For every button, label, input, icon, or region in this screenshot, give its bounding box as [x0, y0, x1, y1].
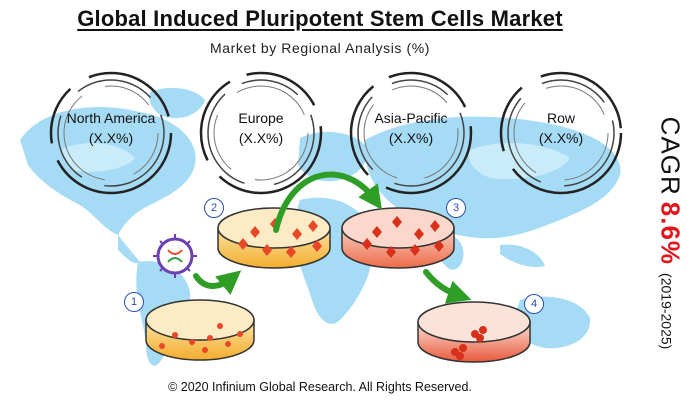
region-name: North America [66, 110, 156, 126]
step-badge-3: 3 [446, 198, 466, 218]
region-asia-pacific: Asia-Pacific (X.X%) [346, 68, 476, 198]
region-value: (X.X%) [388, 130, 434, 146]
region-value: (X.X%) [238, 130, 284, 146]
petri-dish-4 [417, 301, 531, 363]
region-name: Row [546, 110, 575, 126]
region-value: (X.X%) [88, 130, 134, 146]
cagr-value: 8.6% [655, 201, 686, 266]
ring-icon [199, 71, 323, 195]
ring-icon [49, 71, 173, 195]
page-title: Global Induced Pluripotent Stem Cells Ma… [77, 6, 563, 31]
cagr-label: CAGR [655, 116, 686, 196]
page-subtitle: Market by Regional Analysis (%) [209, 40, 431, 56]
cagr-period: (2019-2025) [658, 273, 675, 350]
copyright-footer: © 2020 Infinium Global Research. All Rig… [168, 380, 472, 394]
petri-dish-2 [217, 207, 331, 269]
region-name: Europe [238, 110, 284, 126]
step-badge-4: 4 [524, 294, 544, 314]
petri-dish-1 [145, 299, 255, 361]
virus-icon [153, 234, 197, 278]
map-europe [298, 131, 368, 182]
region-north-america: North America (X.X%) [46, 68, 176, 198]
map-central-america [118, 235, 140, 264]
cagr-block: CAGR 8.6% (2019-2025) [648, 98, 692, 368]
process-arrows [193, 171, 472, 304]
ring-icon [499, 71, 623, 195]
step-badge-2: 2 [204, 198, 224, 218]
region-europe: Europe (X.X%) [196, 68, 326, 198]
petri-dish-3 [341, 207, 455, 269]
step-badge-1: 1 [124, 292, 144, 312]
region-row: Row (X.X%) [496, 68, 626, 198]
ring-icon [349, 71, 473, 195]
map-se-asia [500, 244, 545, 268]
map-greenland [149, 87, 205, 119]
region-name: Asia-Pacific [374, 110, 448, 126]
region-value: (X.X%) [538, 130, 584, 146]
